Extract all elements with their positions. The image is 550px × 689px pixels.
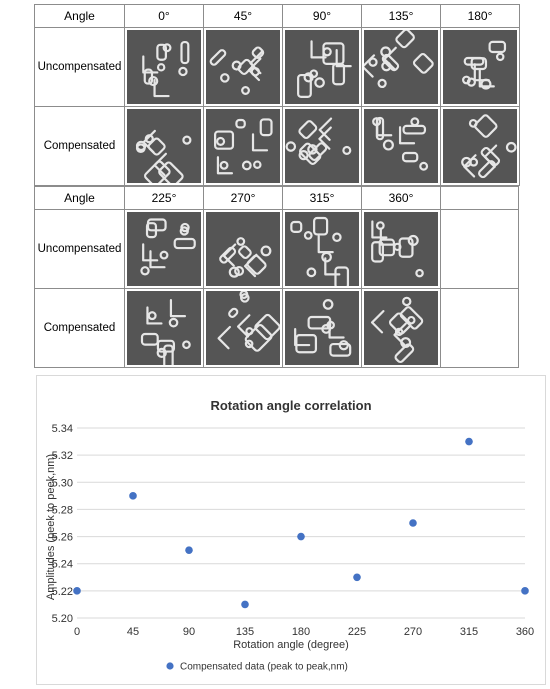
compensated-row: Compensated xyxy=(34,106,520,186)
data-point xyxy=(73,587,81,595)
chart-title: Rotation angle correlation xyxy=(210,398,371,413)
sem-image xyxy=(285,291,359,365)
sem-image xyxy=(206,291,280,365)
angle-header-row: Angle 0° 45° 90° 135° 180° xyxy=(34,4,520,28)
y-axis-ticks: 5.20 5.22 5.24 5.26 5.28 5.30 5.32 5.34 xyxy=(52,423,73,625)
data-point xyxy=(409,519,417,527)
data-point xyxy=(353,573,361,582)
x-tick-label: 270 xyxy=(404,626,422,638)
x-tick-label: 360 xyxy=(516,626,534,638)
data-points xyxy=(73,437,529,609)
row-label-uncompensated: Uncompensated xyxy=(34,27,125,107)
sem-image xyxy=(127,109,201,183)
angle-header-label: Angle xyxy=(34,4,125,28)
angle-header: 90° xyxy=(282,4,362,28)
angle-header: 270° xyxy=(203,186,283,210)
angle-header: 135° xyxy=(361,4,441,28)
row-label-compensated: Compensated xyxy=(34,106,125,186)
legend-marker xyxy=(166,662,174,670)
data-point xyxy=(521,587,529,595)
compensated-row: Compensated xyxy=(34,288,519,368)
y-tick-label: 5.28 xyxy=(52,504,73,516)
data-point xyxy=(465,437,473,446)
x-axis-title: Rotation angle (degree) xyxy=(233,639,349,651)
y-tick-label: 5.20 xyxy=(52,613,73,625)
sem-image xyxy=(206,109,280,183)
data-point xyxy=(129,492,137,500)
y-tick-label: 5.24 xyxy=(52,559,73,571)
uncompensated-row: Uncompensated xyxy=(34,209,519,289)
sem-image xyxy=(127,30,201,104)
sem-image xyxy=(285,30,359,104)
scatter-chart: Rotation angle correlation 5.205.225.245… xyxy=(45,398,534,673)
y-tick-label: 5.32 xyxy=(52,450,73,462)
angle-header: 180° xyxy=(440,4,520,28)
sem-image xyxy=(285,212,359,286)
row-label-compensated: Compensated xyxy=(34,288,125,368)
y-tick-label: 5.22 xyxy=(52,586,73,598)
data-point xyxy=(241,600,249,609)
sem-image xyxy=(443,30,517,104)
angle-header: 0° xyxy=(124,4,204,28)
x-tick-label: 0 xyxy=(74,626,80,638)
sem-image xyxy=(364,109,438,183)
angle-header: 315° xyxy=(282,186,362,210)
chart-area: Rotation angle correlation 5.20 5.22 5.24 5… xyxy=(36,375,546,685)
sem-image xyxy=(364,30,438,104)
data-point xyxy=(185,546,193,554)
sem-image xyxy=(443,109,517,183)
x-tick-label: 90 xyxy=(183,626,195,638)
x-axis-ticks: 0 45 90 135 180 225 270 315 360 xyxy=(74,626,534,638)
data-point xyxy=(297,532,305,541)
angle-header: 45° xyxy=(203,4,283,28)
x-tick-label: 135 xyxy=(236,626,254,638)
sem-image xyxy=(285,109,359,183)
empty-cell xyxy=(440,209,519,289)
angle-header-row: Angle 225° 270° 315° 360° xyxy=(34,186,519,210)
angle-header xyxy=(440,186,519,210)
sem-image xyxy=(206,212,280,286)
y-tick-label: 5.26 xyxy=(52,532,73,544)
angle-header: 225° xyxy=(124,186,204,210)
sem-image xyxy=(364,212,438,286)
sem-table-top: Angle 0° 45° 90° 135° 180° Uncompensated… xyxy=(34,4,520,186)
x-tick-label: 180 xyxy=(292,626,310,638)
angle-header: 360° xyxy=(361,186,441,210)
angle-header-label: Angle xyxy=(34,186,125,210)
sem-image xyxy=(364,291,438,365)
x-tick-label: 225 xyxy=(348,626,366,638)
uncompensated-row: Uncompensated xyxy=(34,27,520,107)
row-label-uncompensated: Uncompensated xyxy=(34,209,125,289)
gridlines xyxy=(77,427,525,619)
y-axis-title: Amplitudes (peek to peek,nm) xyxy=(45,454,57,600)
empty-cell xyxy=(440,288,519,368)
x-tick-label: 315 xyxy=(460,626,478,638)
sem-table-bottom: Angle 225° 270° 315° 360° Uncompensated … xyxy=(34,186,519,368)
x-tick-label: 45 xyxy=(127,626,139,638)
sem-image xyxy=(127,212,201,286)
sem-image xyxy=(127,291,201,365)
legend-label: Compensated data (peak to peak,nm) xyxy=(180,662,348,673)
y-tick-label: 5.30 xyxy=(52,477,73,489)
sem-image xyxy=(206,30,280,104)
y-tick-label: 5.34 xyxy=(52,423,73,435)
